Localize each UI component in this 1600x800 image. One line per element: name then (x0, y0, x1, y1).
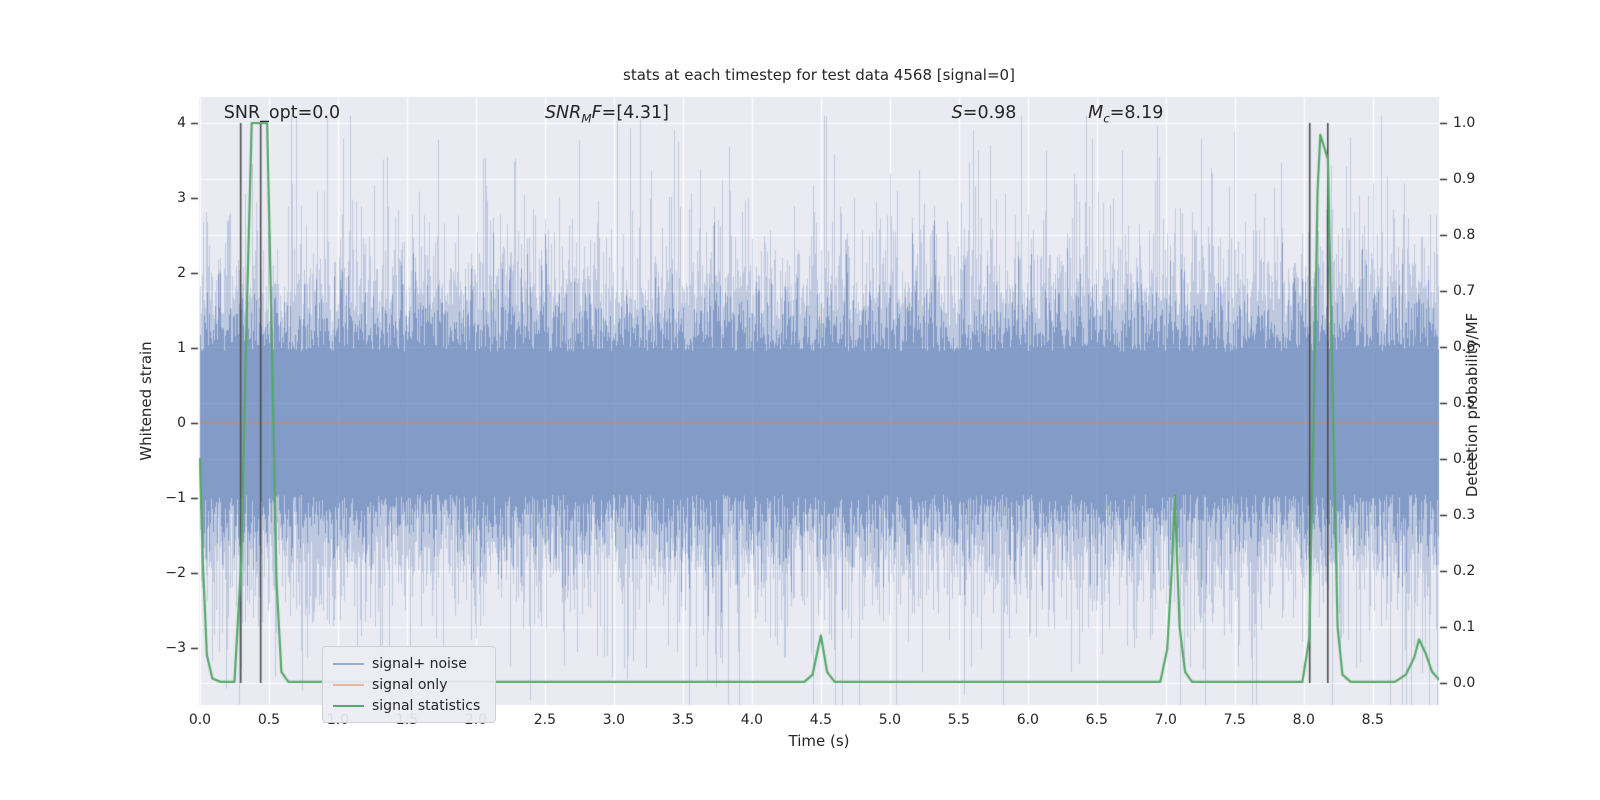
legend-label: signal statistics (372, 697, 481, 714)
legend-item-signal-only: signal only (333, 674, 487, 695)
legend-label: signal only (372, 676, 448, 693)
legend-item-signal-noise: signal+ noise (333, 653, 487, 674)
y-left-tick-label: −1 (165, 490, 186, 506)
chart-title: stats at each timestep for test data 456… (623, 66, 1015, 84)
y-right-tick-label: 0.5 (1453, 394, 1476, 411)
y-right-tick-label: 0.7 (1453, 282, 1476, 299)
y-right-tick-label: 0.0 (1453, 674, 1476, 691)
y-left-tick-label: 3 (177, 190, 186, 207)
x-tick-label: 4.0 (740, 712, 763, 728)
x-tick-label: 7.0 (1154, 712, 1177, 728)
x-axis-label: Time (s) (788, 732, 850, 750)
x-tick-label: 6.0 (1016, 712, 1039, 728)
y-right-tick-label: 1.0 (1453, 114, 1476, 131)
legend-label: signal+ noise (372, 655, 467, 672)
legend-line-swatch (333, 704, 364, 707)
x-tick-label: 0.0 (188, 712, 212, 728)
y-axis-left-label: Whitened strain (137, 341, 155, 461)
x-tick-label: 3.0 (602, 712, 626, 728)
x-tick-label: 2.5 (533, 712, 557, 728)
x-tick-label: 8.5 (1361, 712, 1384, 728)
y-left-tick-label: −3 (165, 640, 186, 656)
stat-annotation: SNRMF=[4.31] (544, 103, 669, 126)
y-left-tick-label: 1 (177, 340, 186, 356)
x-tick-label: 3.5 (671, 712, 695, 728)
stat-annotation: S=0.98 (951, 103, 1017, 123)
y-left-tick-label: 0 (177, 415, 186, 431)
x-tick-label: 5.0 (878, 712, 901, 728)
x-tick-label: 8.0 (1292, 712, 1315, 728)
y-right-tick-label: 0.1 (1453, 618, 1476, 635)
x-tick-label: 4.5 (809, 712, 832, 728)
x-tick-label: 5.5 (947, 712, 970, 728)
legend-line-swatch (333, 662, 364, 665)
stat-annotation: SNR_opt=0.0 (223, 103, 341, 123)
legend-item-signal-statistics: signal statistics (333, 695, 487, 716)
y-right-tick-label: 0.3 (1453, 506, 1476, 523)
y-right-tick-label: 0.4 (1453, 450, 1476, 467)
y-left-tick-label: 2 (177, 265, 186, 282)
x-tick-label: 0.5 (257, 712, 281, 728)
y-right-tick-label: 0.8 (1453, 226, 1476, 243)
x-tick-label: 6.5 (1085, 712, 1108, 728)
stat-annotation: Mc=8.19 (1088, 103, 1164, 126)
legend: signal+ noise signal only signal statist… (322, 646, 496, 723)
y-right-tick-label: 0.2 (1453, 562, 1476, 579)
legend-line-swatch (333, 683, 364, 686)
y-right-tick-label: 0.6 (1453, 338, 1476, 355)
y-left-tick-label: −2 (165, 565, 186, 581)
y-left-tick-label: 4 (177, 115, 186, 132)
x-tick-label: 7.5 (1223, 712, 1246, 728)
y-right-tick-label: 0.9 (1453, 170, 1476, 187)
